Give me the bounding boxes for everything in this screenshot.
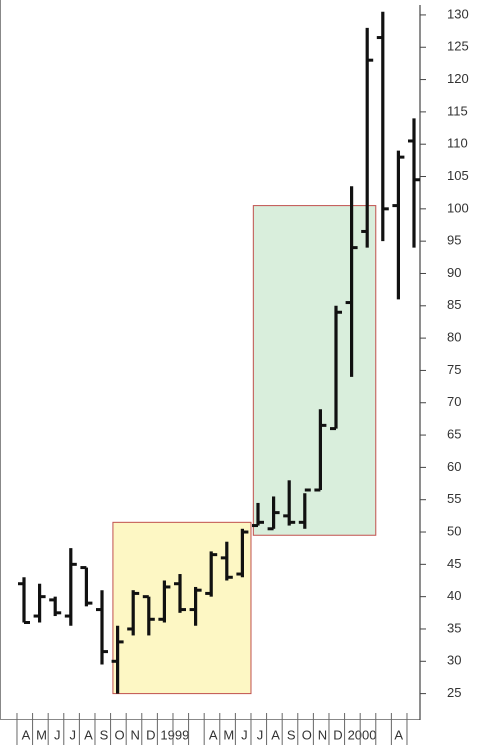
y-tick-label: 40 <box>447 588 461 603</box>
highlight-box <box>252 205 377 536</box>
y-tick-label: 120 <box>447 71 469 86</box>
y-tick-label: 85 <box>447 297 461 312</box>
y-tick-label: 80 <box>447 330 461 345</box>
y-tick-label: 45 <box>447 556 461 571</box>
x-tick-label: J <box>257 727 264 742</box>
y-tick-label: 95 <box>447 233 461 248</box>
x-tick-label: J <box>241 727 248 742</box>
y-tick-label: 130 <box>447 6 469 21</box>
x-tick-label: A <box>84 727 93 742</box>
x-tick-label: M <box>36 727 47 742</box>
x-tick-label: 2000 <box>348 727 377 742</box>
y-tick-label: 35 <box>447 620 461 635</box>
y-tick-label: 125 <box>447 39 469 54</box>
x-tick-label: S <box>100 727 109 742</box>
y-tick-label: 30 <box>447 653 461 668</box>
x-tick-label: O <box>302 727 312 742</box>
x-tick-label: M <box>223 727 234 742</box>
x-tick-label: N <box>318 727 327 742</box>
y-tick-label: 65 <box>447 427 461 442</box>
y-tick-label: 50 <box>447 523 461 538</box>
y-tick-label: 110 <box>447 136 468 151</box>
x-tick-label: N <box>131 727 140 742</box>
x-tick-label: J <box>54 727 61 742</box>
x-tick-label: A <box>209 727 218 742</box>
y-tick-label: 90 <box>447 265 461 280</box>
x-tick-label: 1999 <box>160 727 189 742</box>
x-tick-label: A <box>394 727 403 742</box>
y-tick-label: 55 <box>447 491 461 506</box>
y-tick-label: 115 <box>447 103 468 118</box>
x-tick-label: A <box>22 727 31 742</box>
x-tick-label: D <box>333 727 342 742</box>
x-tick-label: J <box>70 727 77 742</box>
y-tick-label: 75 <box>447 362 461 377</box>
x-tick-label: A <box>271 727 280 742</box>
y-tick-label: 60 <box>447 459 461 474</box>
x-tick-label: D <box>146 727 155 742</box>
x-tick-label: O <box>115 727 125 742</box>
y-tick-label: 70 <box>447 394 461 409</box>
y-tick-label: 25 <box>447 685 461 700</box>
x-tick-label: S <box>287 727 296 742</box>
y-tick-label: 100 <box>447 200 469 215</box>
y-tick-label: 105 <box>447 168 469 183</box>
